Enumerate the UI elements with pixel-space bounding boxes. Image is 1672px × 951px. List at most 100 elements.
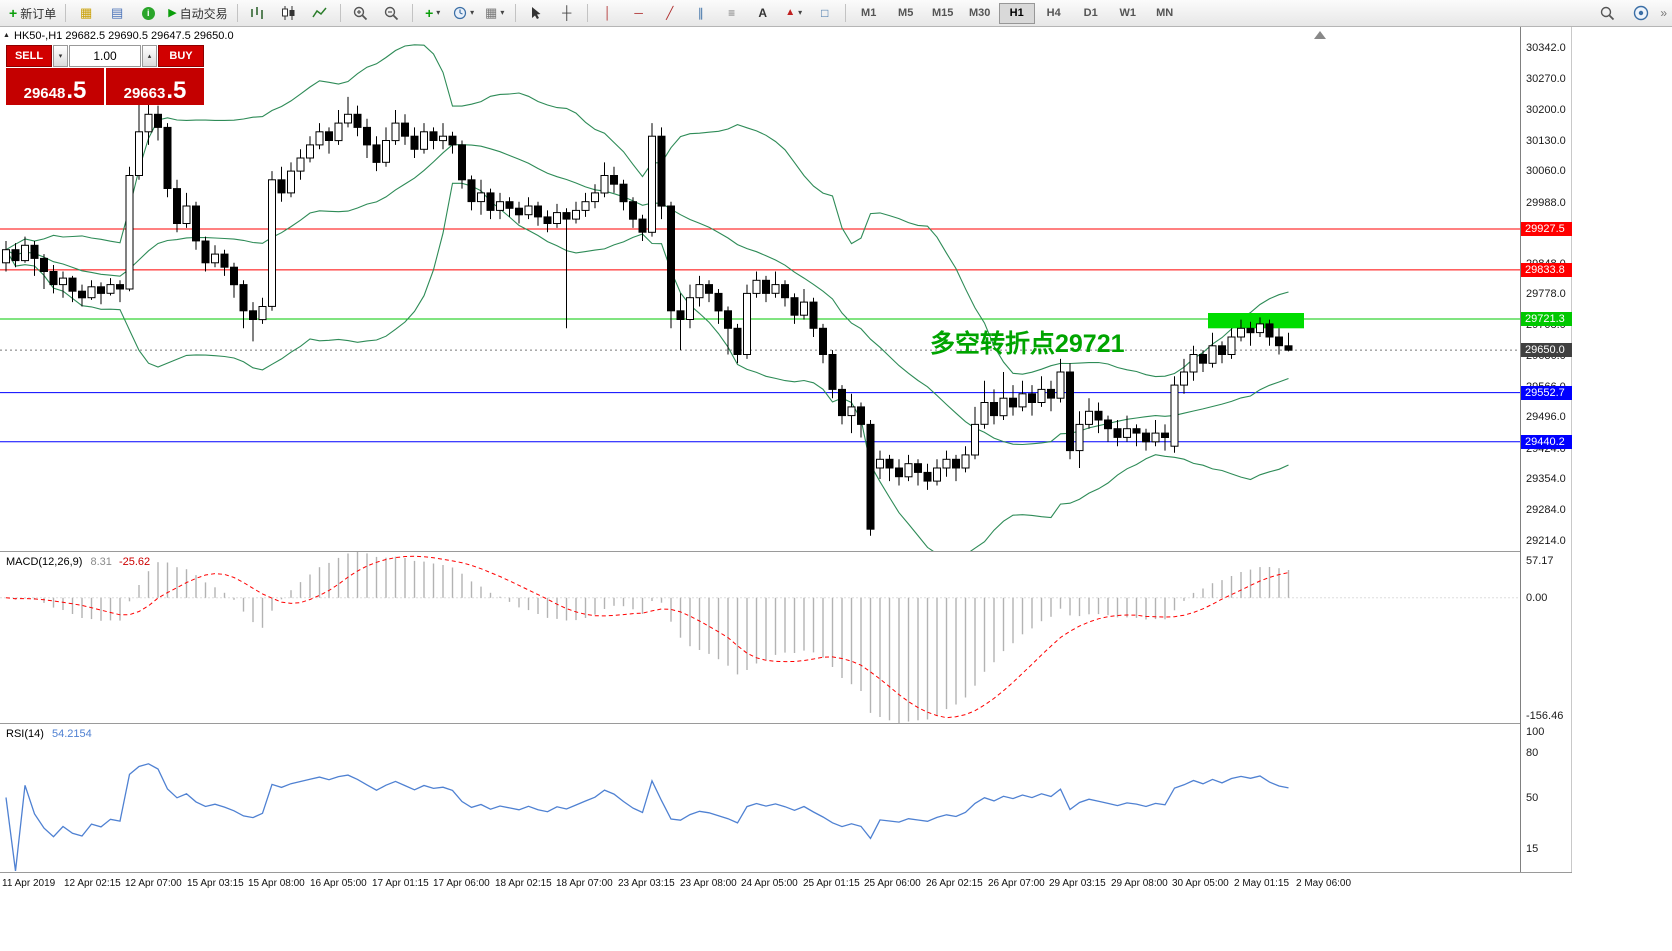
periods-button[interactable]: ▾: [449, 2, 479, 25]
vertical-line-icon: │: [603, 6, 612, 20]
chart-shift-marker-icon[interactable]: [1314, 31, 1326, 39]
vertical-line-tool-button[interactable]: │: [593, 2, 623, 25]
horizontal-line-tool-button[interactable]: ─: [624, 2, 654, 25]
highlight-rectangle[interactable]: [1208, 313, 1304, 329]
current-price-tag: 29650.0: [1521, 343, 1572, 357]
price-axis-tick: 29778.0: [1526, 288, 1566, 300]
cursor-tool-button[interactable]: [521, 2, 551, 25]
line-chart-type-button[interactable]: [305, 2, 335, 25]
timeframe-h4-button[interactable]: H4: [1046, 7, 1061, 19]
chart-annotation-text[interactable]: 多空转折点29721: [930, 330, 1125, 358]
chart-workspace: ▲ HK50-,H1 29682.5 29690.5 29647.5 29650…: [0, 27, 1672, 951]
candlestick-series: [2, 92, 1293, 536]
new-order-icon: +: [9, 5, 18, 21]
price-axis-tick: 30130.0: [1526, 135, 1566, 147]
candlestick-icon: [281, 6, 296, 20]
level-price-tag: 29833.8: [1521, 263, 1572, 277]
timeframe-d1-button[interactable]: D1: [1083, 7, 1098, 19]
bar-chart-icon: [250, 6, 265, 20]
price-axis[interactable]: 30342.0 30270.0 30200.0 30130.0 30060.0 29988…: [1520, 27, 1572, 872]
shapes-icon: □: [821, 6, 829, 20]
chart-title: HK50-,H1 29682.5 29690.5 29647.5 29650.0: [14, 30, 234, 42]
profile-button[interactable]: ▤: [102, 2, 132, 25]
bar-chart-type-button[interactable]: [243, 2, 273, 25]
macd-indicator-label: MACD(12,26,9) 8.31 -25.62: [6, 556, 150, 568]
rsi-axis-label: 100: [1526, 726, 1545, 738]
timeframe-m5-button[interactable]: M5: [898, 7, 914, 19]
price-axis-tick: 30342.0: [1526, 42, 1566, 54]
sell-price-main: 29648: [23, 85, 66, 102]
buy-price-main: 29663: [123, 85, 166, 102]
timeframe-m15-button[interactable]: M15: [931, 7, 954, 19]
macd-axis-label: 0.00: [1526, 592, 1548, 604]
channel-icon: ∥: [697, 6, 704, 20]
candlestick-type-button[interactable]: [274, 2, 304, 25]
volume-input[interactable]: 1.00: [69, 45, 141, 67]
chevron-down-icon: ▾: [798, 8, 803, 17]
toolbar-overflow-chevron-icon[interactable]: »: [1660, 6, 1667, 20]
line-chart-icon: [312, 6, 327, 20]
main-chart-svg[interactable]: [0, 27, 1520, 551]
rsi-panel-svg[interactable]: [0, 724, 1520, 871]
macd-axis-label: -156.46: [1526, 710, 1564, 722]
volume-decrease-button[interactable]: ▾: [53, 45, 68, 67]
buy-price-fraction: .5: [166, 77, 187, 104]
sell-button[interactable]: SELL: [6, 45, 52, 67]
crosshair-tool-button[interactable]: ┼: [552, 2, 582, 25]
macd-axis-label: 57.17: [1526, 555, 1554, 567]
time-axis-label: 25 Apr 06:00: [864, 878, 921, 889]
chevron-down-icon: ▾: [436, 8, 441, 17]
level-price-tag: 29927.5: [1521, 222, 1572, 236]
zoom-in-icon: [353, 6, 368, 21]
level-price-tag: 29440.2: [1521, 435, 1572, 449]
time-axis[interactable]: 11 Apr 2019 12 Apr 02:15 12 Apr 07:00 15 Ap…: [0, 872, 1572, 895]
buy-button[interactable]: BUY: [158, 45, 204, 67]
arrows-tool-button[interactable]: ▲ ▾: [779, 2, 809, 25]
trendline-icon: ╱: [666, 6, 674, 20]
level-price-tag: 29552.7: [1521, 386, 1572, 400]
toolbar-separator: [844, 4, 846, 22]
sell-price-display[interactable]: 29648 .5: [6, 68, 104, 105]
community-button[interactable]: [1626, 2, 1656, 25]
one-click-toggle-icon[interactable]: ▲: [3, 32, 10, 39]
channel-tool-button[interactable]: ∥: [686, 2, 716, 25]
trendline-tool-button[interactable]: ╱: [655, 2, 685, 25]
text-tool-button[interactable]: A: [748, 2, 778, 25]
shapes-tool-button[interactable]: □: [810, 2, 840, 25]
chart-window-button[interactable]: ▦: [71, 2, 101, 25]
autotrading-button[interactable]: ▶ 自动交易: [164, 2, 231, 25]
zoom-in-button[interactable]: [346, 2, 376, 25]
templates-button[interactable]: ▦ ▾: [480, 2, 510, 25]
panel-splitter[interactable]: [0, 723, 1572, 724]
volume-increase-button[interactable]: ▴: [142, 45, 157, 67]
timeframe-w1-button[interactable]: W1: [1119, 7, 1136, 19]
toolbar-separator: [236, 4, 238, 22]
timeframe-mn-button[interactable]: MN: [1156, 7, 1174, 19]
time-axis-label: 24 Apr 05:00: [741, 878, 798, 889]
time-axis-label: 12 Apr 07:00: [125, 878, 182, 889]
zoom-out-button[interactable]: [377, 2, 407, 25]
community-icon: [1633, 5, 1649, 21]
price-axis-tick: 30200.0: [1526, 104, 1566, 116]
time-axis-label: 11 Apr 2019: [2, 878, 56, 889]
time-axis-label: 17 Apr 06:00: [433, 878, 490, 889]
time-axis-label: 23 Apr 08:00: [680, 878, 737, 889]
time-axis-label: 2 May 06:00: [1296, 878, 1352, 889]
info-button[interactable]: i: [133, 2, 163, 25]
time-axis-label: 15 Apr 03:15: [187, 878, 244, 889]
indicators-button[interactable]: + ▾: [418, 2, 448, 25]
buy-price-display[interactable]: 29663 .5: [106, 68, 204, 105]
clock-icon: [453, 6, 467, 20]
timeframe-m1-button[interactable]: M1: [861, 7, 877, 19]
macd-panel-svg[interactable]: [0, 552, 1520, 723]
time-axis-label: 15 Apr 08:00: [248, 878, 305, 889]
price-axis-tick: 30270.0: [1526, 73, 1566, 85]
fibonacci-icon: ≡: [728, 6, 736, 20]
timeframe-m30-button[interactable]: M30: [968, 7, 991, 19]
panel-splitter[interactable]: [0, 551, 1572, 552]
fibonacci-tool-button[interactable]: ≡: [717, 2, 747, 25]
timeframe-h1-button[interactable]: H1: [998, 2, 1035, 24]
time-axis-label: 16 Apr 05:00: [310, 878, 367, 889]
search-button[interactable]: [1592, 2, 1622, 25]
new-order-button[interactable]: + 新订单: [5, 2, 60, 25]
